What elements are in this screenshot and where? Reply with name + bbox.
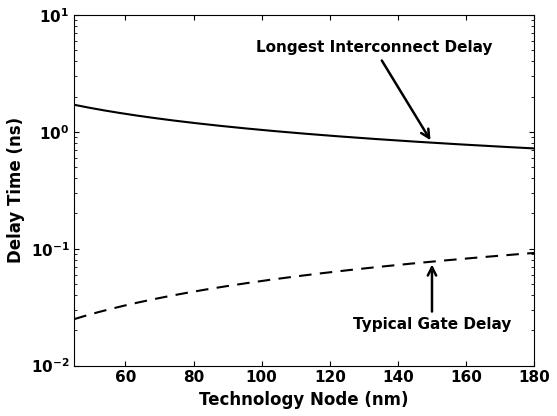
Text: Longest Interconnect Delay: Longest Interconnect Delay — [256, 40, 492, 138]
Y-axis label: Delay Time (ns): Delay Time (ns) — [7, 117, 25, 263]
X-axis label: Technology Node (nm): Technology Node (nm) — [199, 391, 409, 409]
Text: Typical Gate Delay: Typical Gate Delay — [353, 267, 511, 332]
